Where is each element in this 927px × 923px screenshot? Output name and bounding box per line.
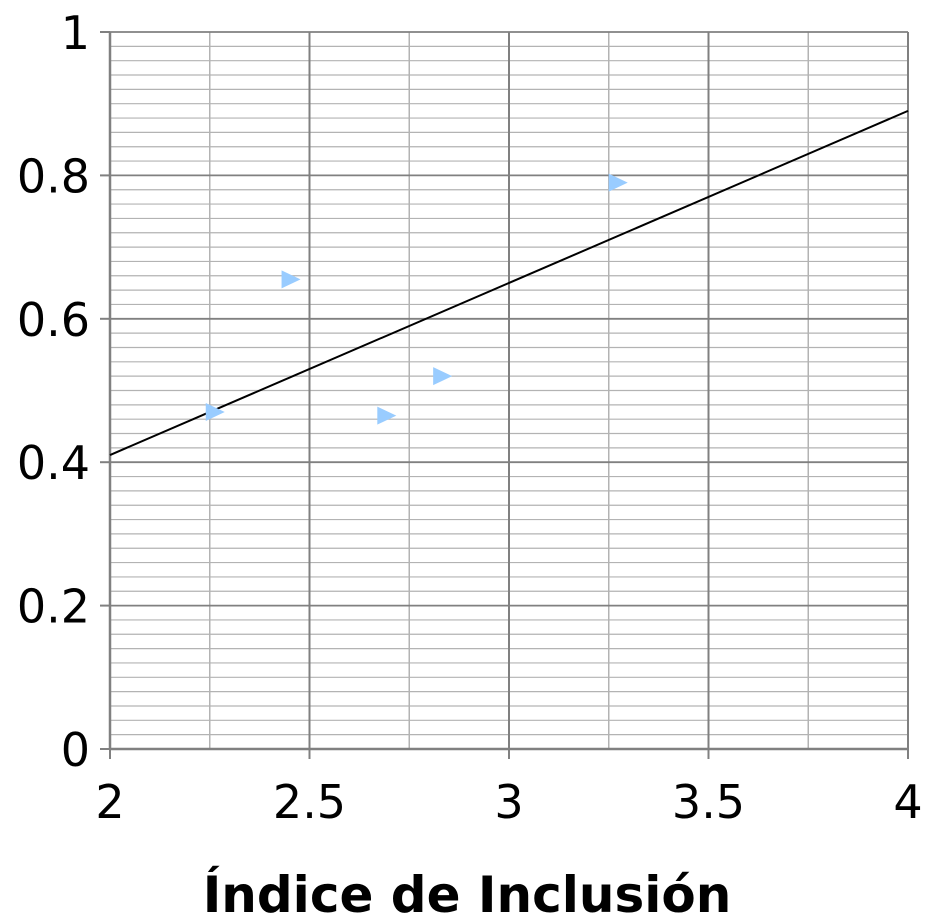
data-point: [433, 367, 453, 386]
data-point: [608, 173, 628, 192]
data-point: [205, 403, 225, 422]
y-tick-label: 1: [61, 6, 90, 60]
y-tick-labels: 0 0.2 0.4 0.6 0.8 1: [17, 6, 90, 777]
trendline-group: [109, 109, 909, 456]
data-points: [205, 173, 628, 425]
data-point: [281, 270, 301, 289]
x-tick-label: 3.5: [672, 775, 745, 829]
x-axis-title: Índice de Inclusión: [203, 865, 732, 923]
axes: [100, 31, 909, 759]
x-tick-label: 2: [95, 775, 124, 829]
y-tick-label: 0: [61, 723, 90, 777]
y-tick-label: 0.6: [17, 293, 90, 347]
x-tick-labels: 2 2.5 3 3.5 4: [95, 775, 922, 829]
y-tick-label: 0.4: [17, 436, 90, 490]
trendline: [109, 109, 909, 456]
x-tick-label: 2.5: [273, 775, 346, 829]
x-tick-label: 4: [893, 775, 922, 829]
y-tick-label: 0.8: [17, 149, 90, 203]
data-point: [377, 406, 397, 425]
y-tick-label: 0.2: [17, 580, 90, 634]
x-tick-label: 3: [494, 775, 523, 829]
